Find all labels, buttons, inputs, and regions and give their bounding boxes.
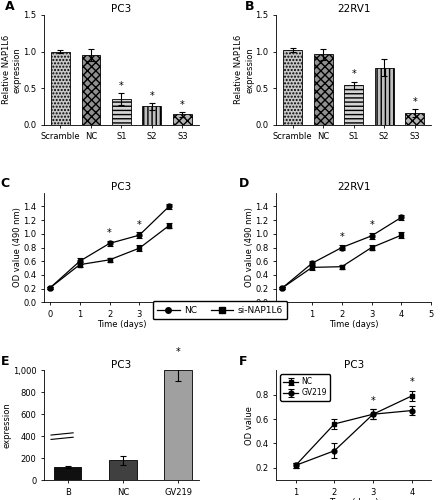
Text: *: *	[340, 232, 344, 242]
Title: PC3: PC3	[344, 360, 364, 370]
Text: F: F	[239, 355, 248, 368]
Y-axis label: OD value (490 nm): OD value (490 nm)	[245, 208, 254, 288]
Y-axis label: Relative NAP1L6
expression: Relative NAP1L6 expression	[0, 390, 11, 460]
Title: 22RV1: 22RV1	[337, 182, 370, 192]
Text: B: B	[246, 0, 255, 12]
Text: A: A	[5, 0, 15, 12]
Bar	[143, 106, 161, 124]
Text: *: *	[369, 220, 374, 230]
Text: *: *	[137, 220, 142, 230]
Bar	[51, 52, 70, 125]
Title: PC3: PC3	[111, 182, 132, 192]
Text: E: E	[0, 355, 9, 368]
Text: *: *	[412, 97, 417, 107]
Title: PC3: PC3	[111, 360, 132, 370]
X-axis label: Time (days): Time (days)	[97, 320, 146, 330]
Bar	[405, 113, 424, 124]
Text: *: *	[180, 100, 185, 110]
Text: C: C	[0, 177, 10, 190]
Y-axis label: Relative NAP1L6
expression: Relative NAP1L6 expression	[234, 35, 254, 104]
Bar	[109, 460, 137, 480]
X-axis label: Time (days): Time (days)	[329, 498, 378, 500]
Y-axis label: OD value: OD value	[245, 406, 254, 444]
Text: *: *	[107, 228, 112, 238]
Text: *: *	[410, 378, 414, 388]
X-axis label: Time (days): Time (days)	[329, 320, 378, 330]
Bar	[81, 55, 100, 124]
Bar	[283, 50, 302, 124]
Title: PC3: PC3	[111, 4, 132, 14]
Text: *: *	[150, 90, 154, 101]
Y-axis label: OD value (490 nm): OD value (490 nm)	[13, 208, 22, 288]
Text: *: *	[352, 70, 356, 80]
Bar	[112, 99, 131, 124]
Text: *: *	[176, 347, 180, 357]
Bar	[375, 68, 394, 124]
Bar	[164, 370, 192, 480]
Text: *: *	[371, 396, 375, 406]
Text: *: *	[119, 81, 124, 91]
Y-axis label: Relative NAP1L6
expression: Relative NAP1L6 expression	[2, 35, 22, 104]
Bar	[314, 54, 333, 124]
Bar	[173, 114, 192, 124]
Title: 22RV1: 22RV1	[337, 4, 370, 14]
Legend: NC, GV219: NC, GV219	[280, 374, 330, 400]
Bar	[54, 467, 81, 480]
Bar	[345, 85, 363, 124]
Text: D: D	[239, 177, 249, 190]
Legend: NC, si-NAP1L6: NC, si-NAP1L6	[153, 302, 287, 320]
